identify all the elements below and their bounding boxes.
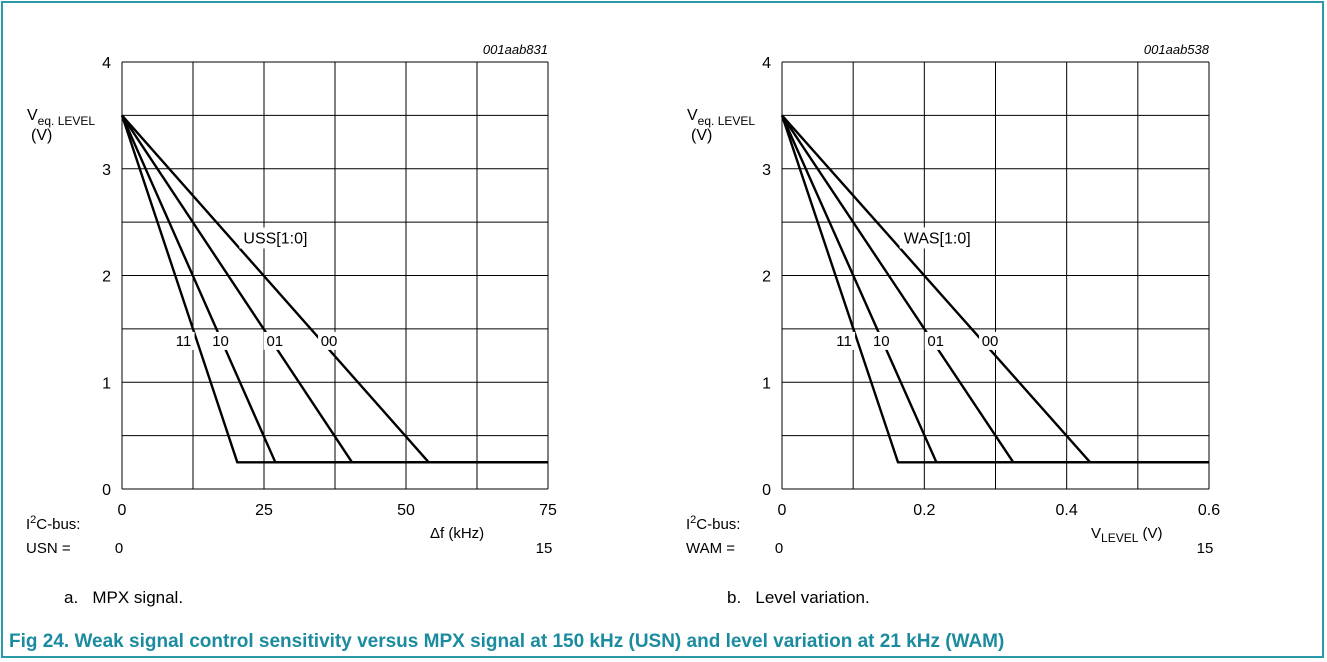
series-line-00 xyxy=(781,114,1209,464)
figure-title: Fig 24. Weak signal control sensitivity … xyxy=(9,631,1005,652)
series-label-00: 00 xyxy=(321,333,338,350)
series-label-bg xyxy=(870,331,893,350)
x-tick-label: 25 xyxy=(255,502,273,519)
y-axis-label: Veq. LEVEL xyxy=(27,107,95,128)
x-axis-label: Δf (kHz) xyxy=(430,525,484,542)
y-tick-label: 0 xyxy=(762,482,771,499)
x-tick-label: 50 xyxy=(397,502,415,519)
series-label-bg xyxy=(833,331,856,350)
chart-code: 001aab831 xyxy=(483,42,548,57)
y-tick-label: 3 xyxy=(762,162,771,179)
y-tick-label: 4 xyxy=(102,55,111,72)
series-label-10: 10 xyxy=(212,333,229,350)
x-tick-label: 0.2 xyxy=(913,502,935,519)
y-tick-label: 3 xyxy=(102,162,111,179)
register-label-bg xyxy=(239,227,322,249)
series-label-00: 00 xyxy=(982,333,999,350)
register-label: WAS[1:0] xyxy=(904,230,971,247)
bus-label: I2C-bus: xyxy=(686,514,740,533)
series-label-bg xyxy=(263,331,286,350)
x-tick-label: 0 xyxy=(118,502,127,519)
x-tick-label: 75 xyxy=(539,502,557,519)
y-tick-label: 1 xyxy=(102,375,111,392)
caption-a-prefix: a. xyxy=(64,588,79,607)
series-label-bg xyxy=(209,331,232,350)
y-tick-label: 4 xyxy=(762,55,771,72)
x-tick-label: 0.4 xyxy=(1056,502,1078,519)
series-label-bg xyxy=(979,331,1002,350)
series-label-11: 11 xyxy=(176,333,192,350)
bus-max: 15 xyxy=(1197,540,1214,557)
grid-b xyxy=(781,61,1210,490)
series-label-01: 01 xyxy=(927,333,944,350)
caption-b-text: Level variation. xyxy=(755,588,870,607)
x-tick-label: 0.6 xyxy=(1198,502,1220,519)
series-label-01: 01 xyxy=(266,333,283,350)
series-label-11: 11 xyxy=(836,333,852,350)
y-axis-unit: (V) xyxy=(691,127,712,144)
bus-field: WAM = xyxy=(686,540,735,557)
series-line-00 xyxy=(121,114,548,464)
grid-a xyxy=(121,61,549,490)
caption-b-prefix: b. xyxy=(727,588,742,607)
series-label-10: 10 xyxy=(873,333,890,350)
series-label-bg xyxy=(318,331,341,350)
y-tick-label: 1 xyxy=(762,375,771,392)
caption-a-text: MPX signal. xyxy=(92,588,184,607)
series-label-bg xyxy=(172,331,195,350)
series-label-bg xyxy=(924,331,947,350)
x-tick-label: 0 xyxy=(778,502,787,519)
bus-label: I2C-bus: xyxy=(26,514,80,533)
chart-code: 001aab538 xyxy=(1144,42,1210,57)
x-axis-label: VLEVEL (V) xyxy=(1091,525,1163,545)
bus-field: USN = xyxy=(26,540,71,557)
caption-b: b. Level variation. xyxy=(727,588,870,608)
bus-min: 0 xyxy=(115,540,123,557)
bus-min: 0 xyxy=(775,540,783,557)
y-axis-label: Veq. LEVEL xyxy=(687,107,755,128)
y-tick-label: 2 xyxy=(762,269,771,286)
y-tick-label: 0 xyxy=(102,482,111,499)
y-tick-label: 2 xyxy=(102,269,111,286)
caption-a: a. MPX signal. xyxy=(64,588,183,608)
register-label-bg xyxy=(899,227,982,249)
bus-max: 15 xyxy=(536,540,553,557)
y-axis-unit: (V) xyxy=(31,127,52,144)
register-label: USS[1:0] xyxy=(243,230,307,247)
